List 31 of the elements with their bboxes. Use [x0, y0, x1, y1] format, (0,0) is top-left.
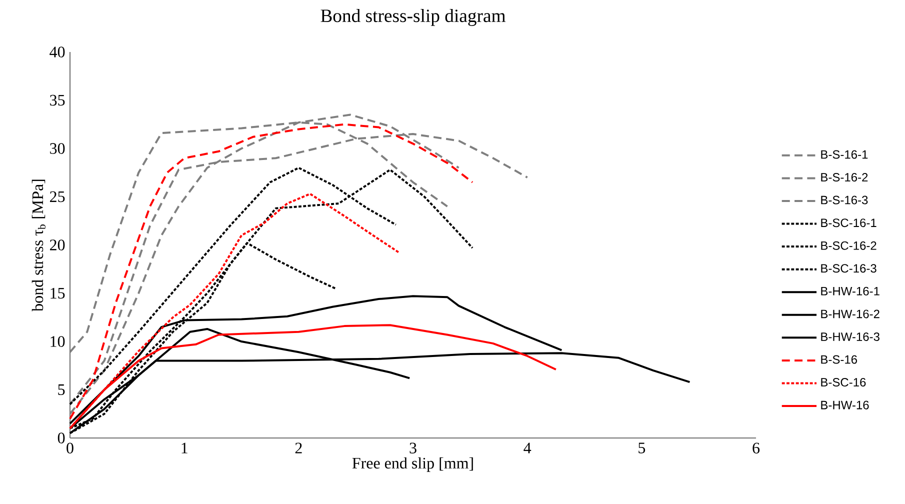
y-tick-label: 35: [50, 94, 65, 106]
x-tick-label: 3: [410, 442, 416, 454]
y-axis-title: bond stress τ$_{b}$ [MPa]: [32, 180, 46, 312]
legend-label: B-S-16-1: [821, 150, 868, 159]
legend-label: B-HW-16: [821, 400, 869, 410]
y-tick-label: 15: [50, 288, 65, 299]
legend-label: B-HW-16-1: [821, 286, 880, 296]
legend-label: B-SC-16: [821, 378, 866, 387]
legend-label: B-S-16: [821, 355, 858, 364]
x-tick-label: 6: [752, 442, 760, 454]
legend-label: B-SC-16-3: [821, 264, 876, 273]
legend-label: B-HW-16-3: [821, 332, 880, 341]
y-tick-label: 40: [50, 46, 65, 58]
x-tick-label: 5: [638, 442, 646, 454]
y-tick-label: 5: [58, 384, 65, 396]
legend-label: B-S-16-3: [821, 196, 868, 204]
y-tick-label: 10: [50, 336, 65, 347]
legend-label: B-HW-16-2: [821, 310, 880, 318]
legend-label: B-S-16-2: [821, 173, 868, 182]
x-tick-label: 1: [182, 442, 188, 454]
legend-label: B-SC-16-2: [821, 241, 876, 250]
y-tick-label: 25: [50, 191, 65, 202]
y-tick-label: 30: [50, 143, 65, 154]
y-tick-label: 20: [50, 240, 65, 250]
legend-label: B-SC-16-1: [821, 218, 876, 228]
chart-title: Bond stress-slip diagram: [320, 8, 506, 26]
x-axis-title: Free end slip [mm]: [352, 457, 473, 472]
x-tick-label: 4: [524, 442, 532, 454]
x-tick-label: 0: [66, 442, 74, 454]
x-tick-label: 2: [295, 442, 302, 454]
y-tick-label: 0: [58, 432, 65, 444]
